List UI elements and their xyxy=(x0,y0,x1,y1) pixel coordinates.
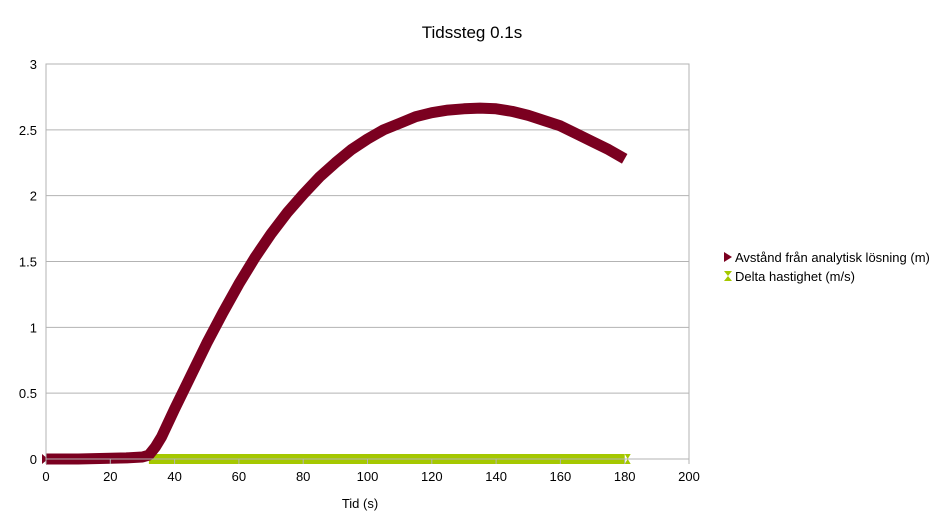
x-tick-label: 0 xyxy=(42,469,49,484)
x-tick-label: 140 xyxy=(485,469,507,484)
x-tick-label: 20 xyxy=(103,469,117,484)
chart-title: Tidssteg 0.1s xyxy=(422,23,522,42)
x-tick-label: 180 xyxy=(614,469,636,484)
axes xyxy=(45,63,690,464)
x-tick-label: 80 xyxy=(296,469,310,484)
y-tick-label: 0.5 xyxy=(19,386,37,401)
legend: Avstånd från analytisk lösning (m) Delta … xyxy=(724,250,930,284)
y-tick-label: 1 xyxy=(30,320,37,335)
x-tick-label: 200 xyxy=(678,469,700,484)
series-start-marker xyxy=(42,454,48,464)
y-tick-labels: 0 0.5 1 1.5 2 2.5 3 xyxy=(19,57,37,467)
x-tick-labels: 0 20 40 60 80 100 120 140 160 180 200 xyxy=(42,469,699,484)
x-axis-title: Tid (s) xyxy=(342,496,378,511)
y-tick-label: 2 xyxy=(30,189,37,204)
series-line-0 xyxy=(46,102,628,465)
x-tick-label: 120 xyxy=(421,469,443,484)
gridlines xyxy=(46,63,689,460)
legend-marker-hourglass-icon xyxy=(724,271,732,281)
x-tick-label: 60 xyxy=(232,469,246,484)
y-tick-label: 2.5 xyxy=(19,123,37,138)
x-tick-label: 40 xyxy=(167,469,181,484)
x-tick-label: 160 xyxy=(550,469,572,484)
y-tick-label: 3 xyxy=(30,57,37,72)
x-tick-label: 100 xyxy=(357,469,379,484)
legend-label: Delta hastighet (m/s) xyxy=(735,269,855,284)
y-tick-label: 1.5 xyxy=(19,255,37,270)
legend-marker-triangle-icon xyxy=(724,252,732,262)
series-layer xyxy=(42,102,631,465)
y-tick-label: 0 xyxy=(30,452,37,467)
legend-label: Avstånd från analytisk lösning (m) xyxy=(735,250,930,265)
